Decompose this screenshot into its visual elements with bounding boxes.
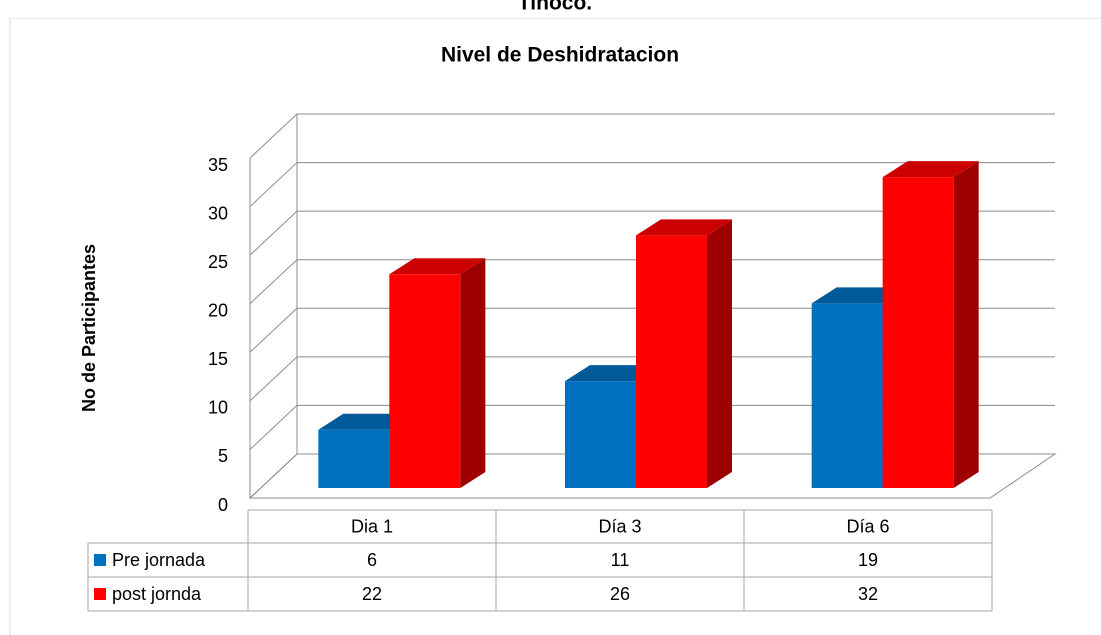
x-tick-label: Dia 1	[351, 516, 393, 536]
bar-side	[953, 161, 979, 488]
y-tick-label: 35	[208, 155, 228, 175]
grid-line	[249, 307, 1055, 353]
y-tick-label: 30	[208, 203, 228, 223]
legend-key	[94, 588, 106, 600]
grid-line	[249, 404, 1055, 450]
table-value: 19	[858, 550, 878, 570]
grid-line	[249, 453, 1055, 499]
y-tick-label: 15	[208, 349, 228, 369]
table-value: 6	[367, 550, 377, 570]
y-tick-label: 25	[208, 252, 228, 272]
legend-key	[94, 554, 106, 566]
table-value: 22	[362, 584, 382, 604]
table-value: 11	[611, 550, 630, 570]
bar-front	[318, 429, 390, 488]
bar	[882, 161, 979, 488]
bar-top	[389, 258, 486, 275]
table-value: 32	[858, 584, 878, 604]
page-heading: Tinoco.	[518, 0, 592, 15]
y-axis-title: No de Participantes	[79, 244, 99, 412]
bar-side	[460, 258, 486, 488]
y-tick-label: 10	[208, 398, 228, 418]
y-tick-label: 0	[218, 495, 228, 515]
bar-front	[389, 274, 461, 488]
bar-side	[707, 219, 732, 488]
bar-top	[636, 219, 732, 236]
grid-line	[249, 356, 1055, 402]
bar-top	[882, 161, 979, 178]
chart-title: Nivel de Deshidratacion	[441, 44, 679, 67]
grid-line	[249, 210, 1055, 256]
grid-line	[249, 162, 1055, 207]
legend-label: post jornda	[112, 584, 202, 604]
table-value: 26	[610, 584, 630, 604]
bar-front	[636, 235, 707, 488]
y-tick-label: 20	[208, 300, 228, 320]
bar	[636, 219, 732, 488]
bar-front	[811, 303, 883, 488]
bar	[389, 258, 486, 488]
grid-line	[249, 113, 1055, 159]
legend-label: Pre jornada	[112, 550, 206, 570]
bar-front	[565, 381, 636, 488]
y-tick-label: 5	[218, 446, 228, 466]
x-tick-label: Día 6	[846, 516, 889, 536]
x-tick-label: Día 3	[598, 516, 641, 536]
page-strip	[0, 0, 1101, 18]
bar-front	[882, 177, 954, 488]
grid-line	[249, 259, 1055, 305]
